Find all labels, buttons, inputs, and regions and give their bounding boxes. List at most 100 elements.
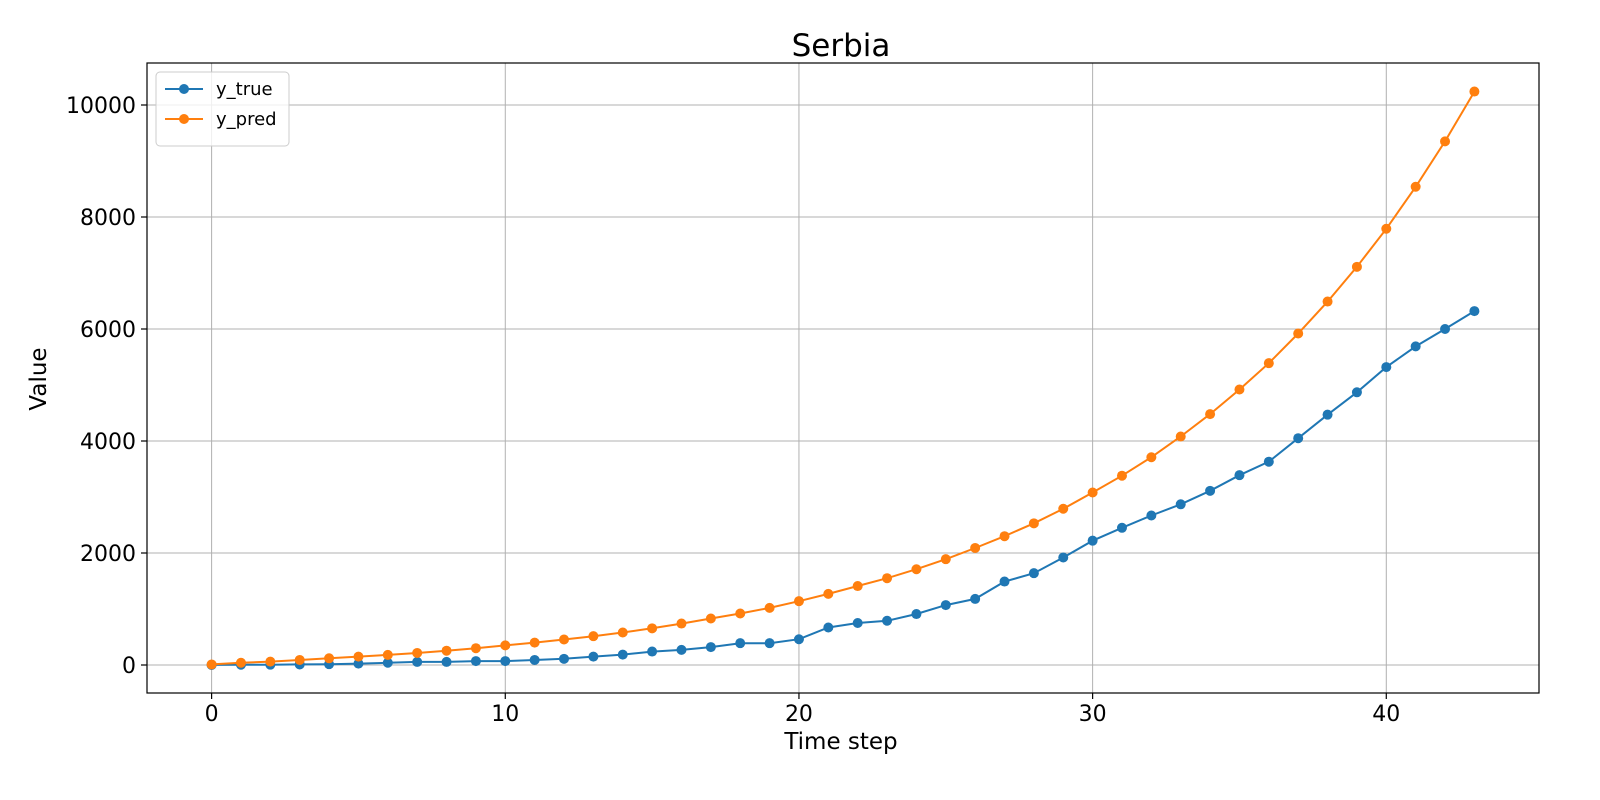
data-point <box>852 581 863 592</box>
y-tick-label: 8000 <box>80 206 136 231</box>
legend: y_true y_pred <box>155 71 290 147</box>
y-axis-label: Value <box>26 347 52 410</box>
data-point <box>294 654 305 665</box>
data-point <box>852 618 863 628</box>
data-point <box>940 554 951 565</box>
data-point <box>1293 328 1304 339</box>
data-point <box>793 596 804 607</box>
data-point <box>353 651 364 662</box>
data-point <box>735 608 746 619</box>
data-point <box>412 647 423 658</box>
data-point <box>1087 535 1098 546</box>
grid-lines <box>147 63 1539 693</box>
data-point <box>412 656 423 667</box>
data-point <box>441 645 452 656</box>
legend-item-y_pred: y_pred <box>165 109 277 130</box>
data-point <box>940 600 951 611</box>
x-axis-label: Time step <box>783 729 897 755</box>
data-point <box>823 622 834 633</box>
data-point <box>382 649 393 660</box>
y-tick-label: 2000 <box>80 542 136 567</box>
x-tick-label: 40 <box>1372 702 1400 727</box>
data-point <box>235 657 246 668</box>
plot-frame <box>146 62 1540 694</box>
data-point <box>529 654 540 665</box>
data-point <box>470 656 481 667</box>
data-point <box>470 643 481 654</box>
series-y_pred <box>206 86 1480 670</box>
data-point <box>1087 487 1098 498</box>
data-point <box>588 651 599 662</box>
data-point <box>1116 522 1127 533</box>
legend-marker <box>179 114 189 124</box>
data-point <box>823 588 834 599</box>
data-point <box>1440 324 1451 334</box>
data-point <box>647 623 658 634</box>
data-point <box>1058 503 1069 514</box>
legend-marker <box>179 84 189 94</box>
data-point <box>1234 470 1245 481</box>
data-point <box>559 653 570 664</box>
data-point <box>970 542 981 553</box>
data-point <box>676 618 687 629</box>
data-point <box>1322 409 1333 420</box>
data-point <box>1175 431 1186 442</box>
data-point <box>529 637 540 648</box>
data-point <box>500 656 511 667</box>
x-tick-label: 20 <box>785 702 813 727</box>
data-point <box>588 631 599 642</box>
data-point <box>1410 341 1421 352</box>
data-point <box>911 564 922 575</box>
data-point <box>1146 510 1157 521</box>
data-point <box>1381 362 1392 373</box>
data-point <box>559 634 570 645</box>
x-axis: 0 10 20 30 40 <box>205 693 1400 727</box>
data-point <box>1410 181 1421 192</box>
data-point <box>999 576 1010 587</box>
data-point <box>1146 452 1157 463</box>
data-point <box>764 602 775 613</box>
data-point <box>970 593 981 604</box>
y-tick-label: 4000 <box>80 430 136 455</box>
data-point <box>705 642 716 653</box>
legend-label: y_true <box>216 79 273 100</box>
data-point <box>647 646 658 657</box>
data-point <box>1322 296 1333 307</box>
data-point <box>265 656 276 667</box>
data-point <box>1028 518 1039 529</box>
data-point <box>735 638 746 649</box>
y-axis: 0 2000 4000 6000 8000 10000 <box>66 94 147 679</box>
data-point <box>1205 409 1216 420</box>
data-point <box>617 627 628 638</box>
data-point <box>1469 86 1480 97</box>
data-point <box>353 658 364 669</box>
data-point <box>676 644 687 655</box>
data-point <box>1234 384 1245 395</box>
data-point <box>1263 456 1274 467</box>
x-tick-label: 30 <box>1079 702 1107 727</box>
data-point <box>1116 470 1127 481</box>
legend-label: y_pred <box>216 109 277 130</box>
data-point <box>793 634 804 645</box>
legend-item-y_true: y_true <box>165 79 273 100</box>
y-tick-label: 10000 <box>66 94 136 119</box>
data-point <box>206 659 217 670</box>
data-point <box>1381 223 1392 234</box>
data-point <box>1263 358 1274 369</box>
data-point <box>882 573 893 584</box>
data-point <box>617 649 628 660</box>
data-point <box>1028 568 1039 579</box>
data-point <box>324 653 335 664</box>
data-point <box>1175 499 1186 510</box>
y-tick-label: 6000 <box>80 318 136 343</box>
data-point <box>999 531 1010 542</box>
data-point <box>764 638 775 649</box>
data-point <box>911 609 922 620</box>
data-point <box>441 656 452 667</box>
data-point <box>1205 485 1216 496</box>
series-y_true <box>206 306 1480 670</box>
data-point <box>705 613 716 624</box>
y-tick-label: 0 <box>122 654 136 679</box>
legend-box <box>155 71 290 147</box>
